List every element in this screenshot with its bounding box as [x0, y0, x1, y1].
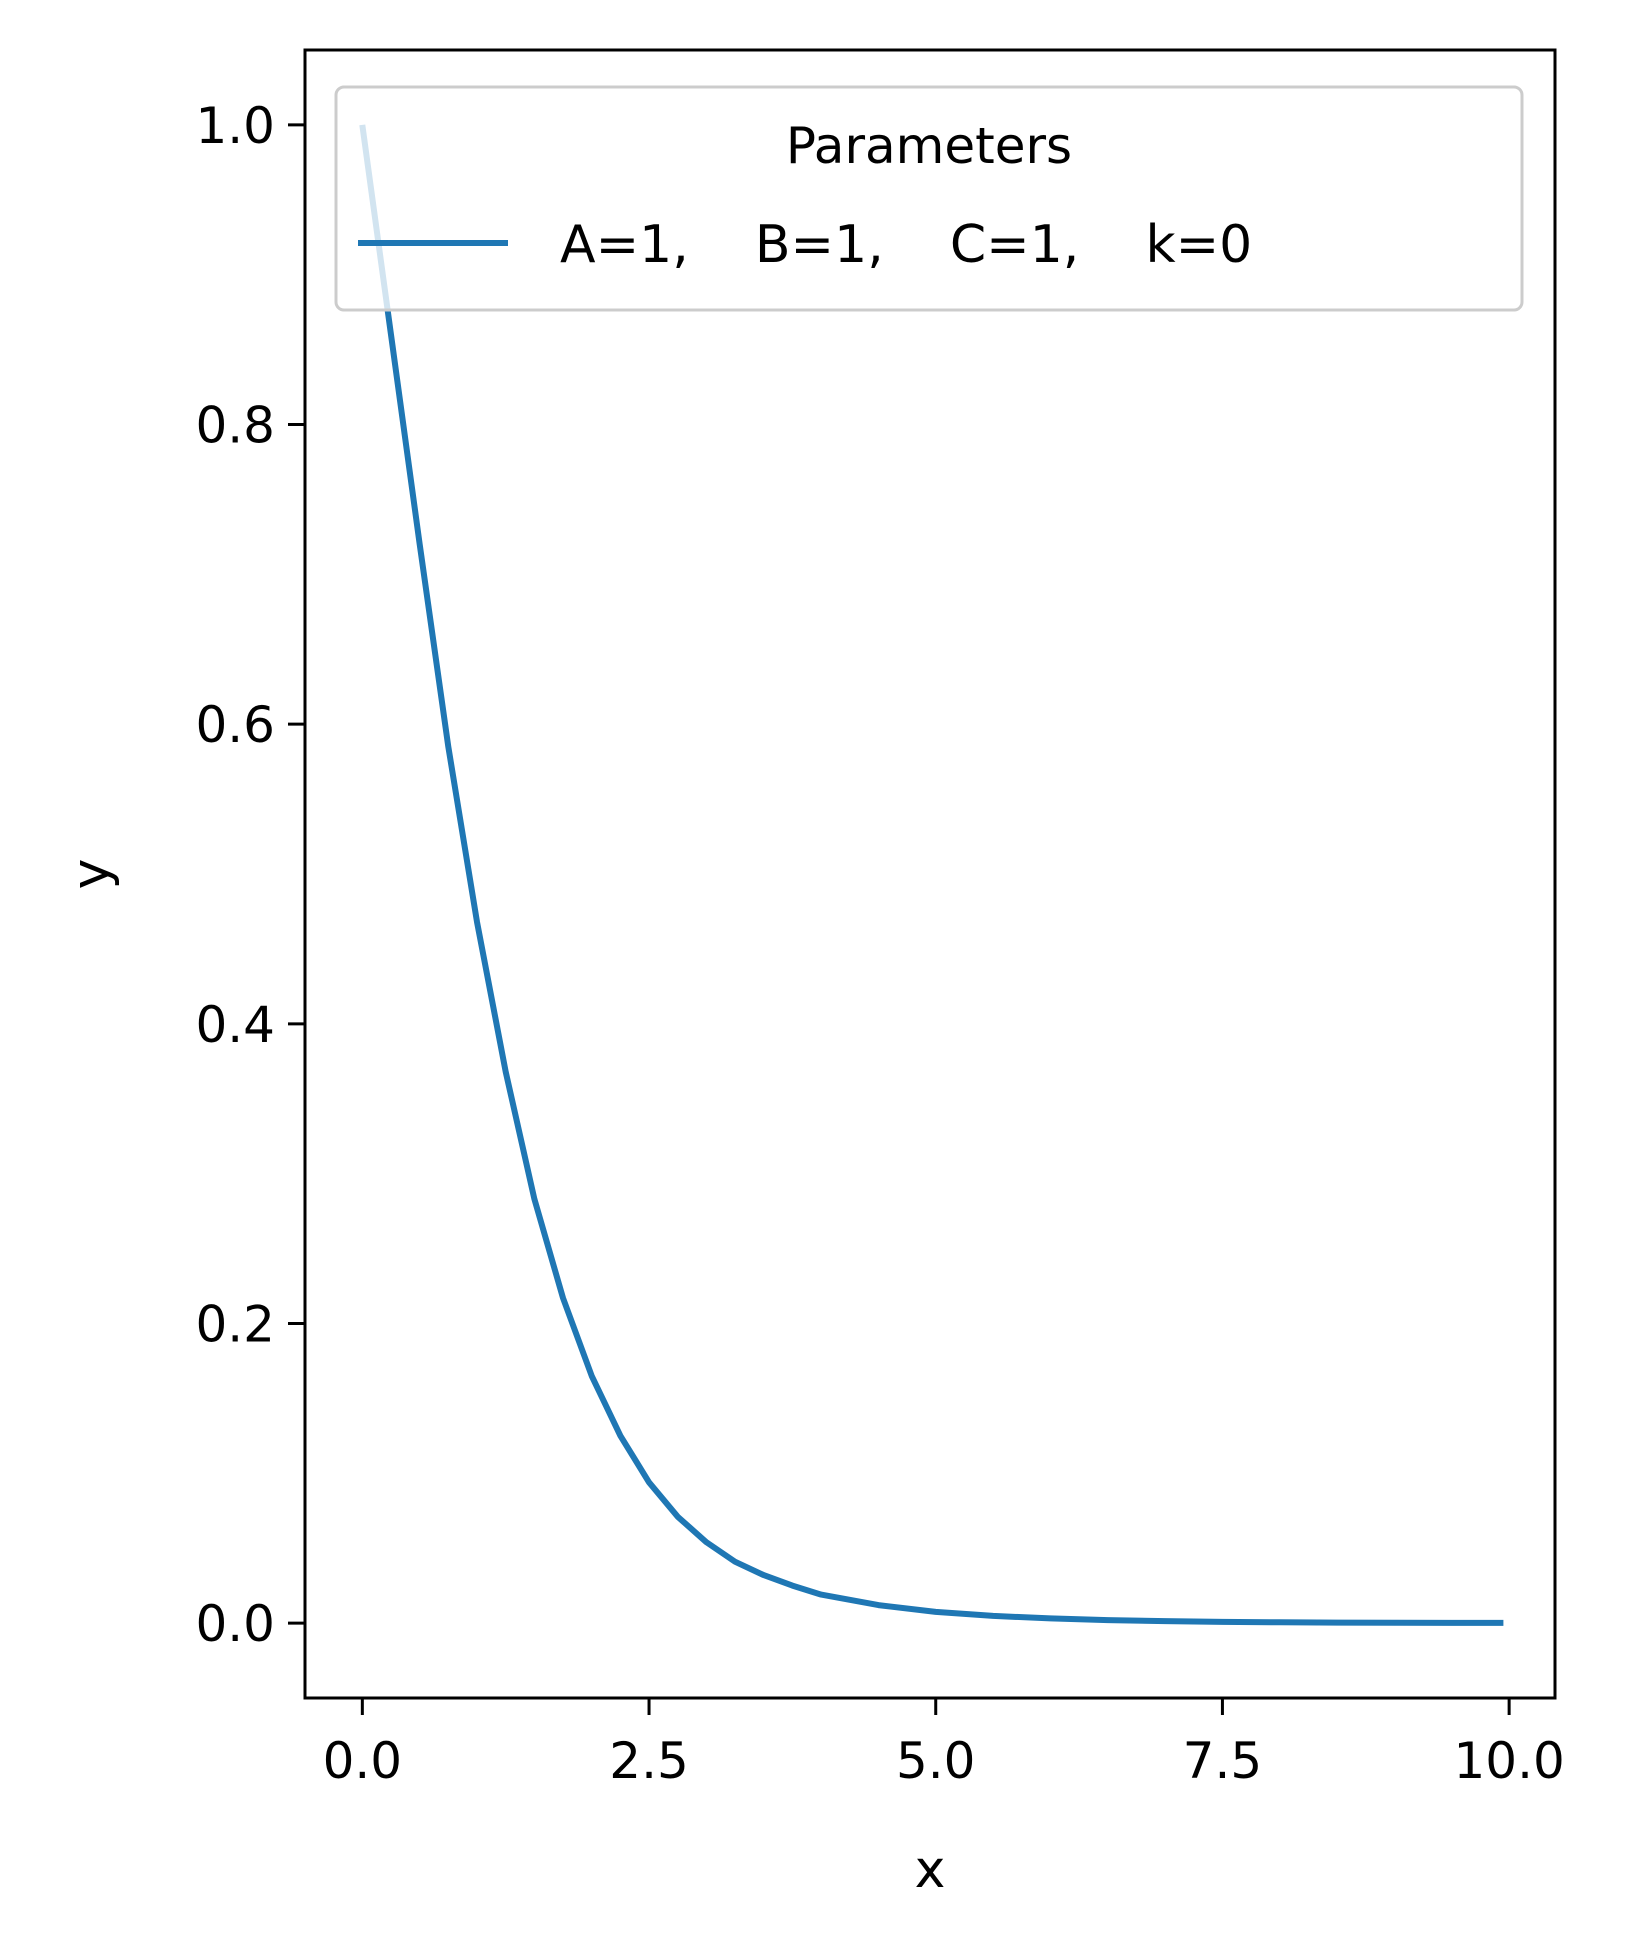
x-tick-label: 2.5: [609, 1732, 689, 1790]
x-tick-label: 0.0: [323, 1732, 403, 1790]
legend: Parameters A=1, B=1, C=1, k=0: [334, 85, 1524, 312]
y-tick-label: 0.8: [195, 397, 275, 455]
series-layer: [359, 124, 1504, 1626]
x-tick-label: 5.0: [896, 1732, 976, 1790]
x-tick-label: 7.5: [1183, 1732, 1263, 1790]
y-tick-label: 0.6: [195, 696, 275, 754]
series-line-0: [359, 124, 1504, 1626]
x-axis-label: x: [915, 1840, 946, 1900]
legend-label-series-0: A=1, B=1, C=1, k=0: [560, 215, 1252, 275]
axes-frame: [303, 48, 1557, 1700]
x-tick-label: 10.0: [1453, 1732, 1564, 1790]
y-tick-label: 0.2: [195, 1295, 275, 1353]
legend-title: Parameters: [786, 117, 1072, 175]
ticks-layer: 0.0 2.5 5.0 7.5 10.0 0.0 0.2 0.4 0.6 0.8 1.0: [195, 97, 1564, 1790]
y-axis-label: y: [61, 859, 121, 890]
plot-area: 0.0 2.5 5.0 7.5 10.0 0.0 0.2 0.4 0.6 0.8 1.0: [195, 48, 1565, 1790]
y-tick-label: 0.4: [195, 996, 275, 1054]
y-tick-label: 1.0: [195, 97, 275, 155]
y-tick-label: 0.0: [195, 1595, 275, 1653]
legend-box: [334, 85, 1524, 312]
